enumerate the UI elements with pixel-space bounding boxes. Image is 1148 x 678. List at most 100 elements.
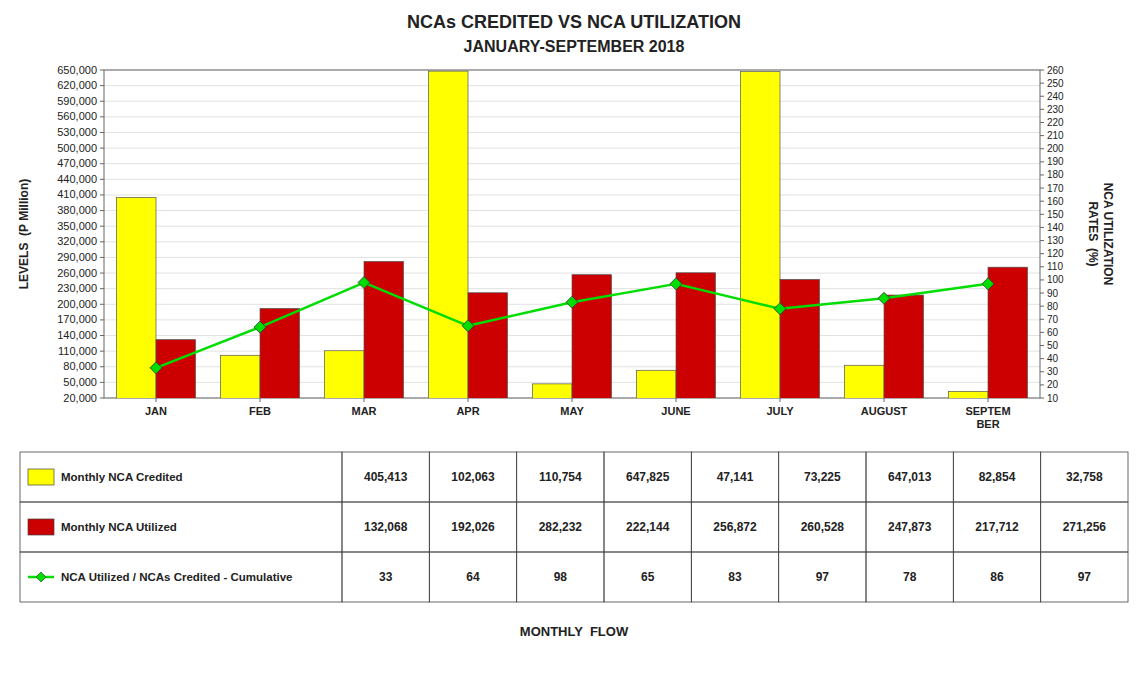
table-cell [429, 502, 516, 552]
table-value: 647,013 [888, 470, 932, 484]
table-cell [866, 502, 953, 552]
table-value: 32,758 [1066, 470, 1103, 484]
x-tick [156, 398, 157, 402]
y-tick [100, 288, 104, 289]
bar [220, 355, 260, 398]
y2-tick [1040, 109, 1044, 110]
y2-tick-label: 230 [1047, 104, 1064, 115]
table-value: 247,873 [888, 520, 932, 534]
y-tick-label: 320,000 [57, 235, 97, 247]
text-line: MAY [560, 405, 584, 417]
text-line: MAR [351, 405, 376, 417]
grid-line [104, 116, 1040, 117]
text-line: FEB [249, 405, 271, 417]
bar [988, 267, 1028, 398]
y2-tick [1040, 70, 1044, 71]
y2-tick-label: 260 [1047, 65, 1064, 76]
x-tick [988, 398, 989, 402]
table-cell [866, 552, 953, 602]
table-cell [1041, 452, 1128, 502]
y-tick [100, 319, 104, 320]
y2-tick [1040, 83, 1044, 84]
marker [566, 296, 578, 308]
text-line: AUGUST [861, 405, 908, 417]
y-tick-label: 80,000 [63, 360, 97, 372]
y-tick-label: 290,000 [57, 251, 97, 263]
x-tick [572, 398, 573, 402]
table-cell [953, 452, 1040, 502]
y-tick [100, 304, 104, 305]
x-tick [260, 398, 261, 402]
y-tick-label: 440,000 [57, 173, 97, 185]
text-line: JAN [145, 405, 167, 417]
y-tick [100, 179, 104, 180]
y-tick-label: 170,000 [57, 313, 97, 325]
y-tick [100, 116, 104, 117]
x-tick [364, 398, 365, 402]
marker [358, 277, 370, 289]
y2-tick-label: 170 [1047, 183, 1064, 194]
y-tick-label: 560,000 [57, 110, 97, 122]
x-tick-label: JULY [766, 405, 794, 417]
grid-line [104, 210, 1040, 211]
text-line: JUNE [661, 405, 690, 417]
bar [636, 370, 676, 398]
y2-tick [1040, 384, 1044, 385]
table-value: 82,854 [979, 470, 1016, 484]
y2-tick-label: 220 [1047, 117, 1064, 128]
table-value: 222,144 [626, 520, 670, 534]
marker [982, 278, 994, 290]
grid-line [104, 132, 1040, 133]
bar [572, 275, 612, 398]
table-cell [342, 552, 429, 602]
table-value: 86 [990, 570, 1004, 584]
chart: NCAs CREDITED VS NCA UTILIZATIONJANUARY-… [0, 0, 1148, 678]
y2-tick-label: 100 [1047, 274, 1064, 285]
y2-tick [1040, 188, 1044, 189]
table-cell [604, 452, 691, 502]
y2-tick [1040, 201, 1044, 202]
table-value: 110,754 [539, 470, 582, 484]
table-value: 217,712 [975, 520, 1019, 534]
y2-tick-label: 130 [1047, 235, 1064, 246]
bar [156, 340, 196, 398]
y-tick [100, 101, 104, 102]
y-tick [100, 382, 104, 383]
table-value: 47,141 [717, 470, 754, 484]
y-tick [100, 163, 104, 164]
legend-swatch-marker [36, 572, 46, 582]
y2-tick-label: 180 [1047, 169, 1064, 180]
y2-tick-label: 10 [1047, 393, 1059, 404]
y2-tick [1040, 266, 1044, 267]
bar [324, 351, 364, 398]
grid-line [104, 273, 1040, 274]
x-tick-label: APR [456, 405, 479, 417]
x-tick [780, 398, 781, 402]
x-tick-label: MAR [351, 405, 376, 417]
y2-tick [1040, 161, 1044, 162]
table-cell [517, 452, 604, 502]
y2-tick [1040, 227, 1044, 228]
x-tick-label: FEB [249, 405, 271, 417]
table-cell [779, 502, 866, 552]
data-table: Monthly NCA Credited405,413102,063110,75… [20, 452, 1128, 602]
grid-line [104, 194, 1040, 195]
y2-tick-label: 140 [1047, 222, 1064, 233]
table-value: 102,063 [451, 470, 495, 484]
text-line: NCA UTILIZATION [1101, 183, 1115, 286]
y-tick [100, 194, 104, 195]
y2-axis-label-group: NCA UTILIZATIONRATES (%) [1086, 183, 1115, 286]
y2-tick-label: 80 [1047, 301, 1059, 312]
y2-tick [1040, 240, 1044, 241]
y-tick-label: 410,000 [57, 188, 97, 200]
table-cell [1041, 552, 1128, 602]
table-value: 271,256 [1063, 520, 1107, 534]
x-tick [884, 398, 885, 402]
grid-line [104, 179, 1040, 180]
legend-swatch [28, 469, 54, 485]
table-value: 647,825 [626, 470, 670, 484]
bar [780, 279, 820, 398]
legend-entry: Monthly NCA Credited [61, 471, 183, 483]
y2-tick [1040, 214, 1044, 215]
table-cell [604, 502, 691, 552]
